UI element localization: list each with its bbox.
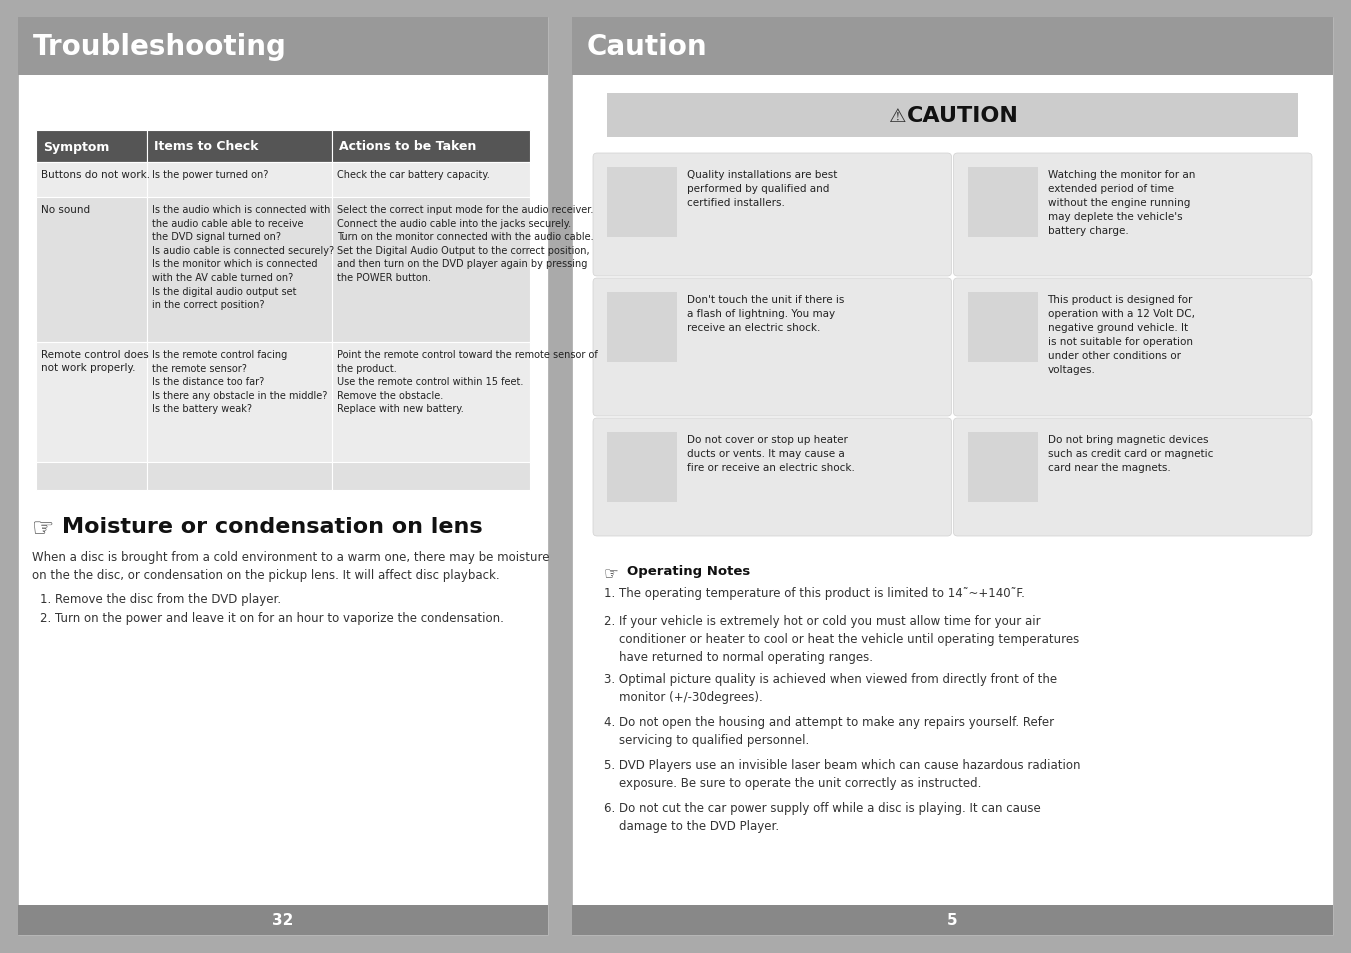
Text: 6. Do not cut the car power supply off while a disc is playing. It can cause
   : 6. Do not cut the car power supply off w… bbox=[604, 801, 1040, 832]
Bar bbox=[147, 131, 332, 163]
Text: Check the car battery capacity.: Check the car battery capacity. bbox=[338, 170, 490, 180]
Text: Moisture or condensation on lens: Moisture or condensation on lens bbox=[62, 517, 482, 537]
Bar bbox=[967, 433, 1038, 502]
Text: 1. Remove the disc from the DVD player.
2. Turn on the power and leave it on for: 1. Remove the disc from the DVD player. … bbox=[41, 593, 504, 624]
Text: 5: 5 bbox=[947, 913, 958, 927]
Text: When a disc is brought from a cold environment to a warm one, there may be moist: When a disc is brought from a cold envir… bbox=[32, 551, 550, 581]
Text: This product is designed for
operation with a 12 Volt DC,
negative ground vehicl: This product is designed for operation w… bbox=[1047, 294, 1194, 375]
Text: Is the audio which is connected with
the audio cable able to receive
the DVD sig: Is the audio which is connected with the… bbox=[153, 205, 334, 310]
Bar bbox=[332, 462, 530, 491]
Text: ☞: ☞ bbox=[604, 564, 619, 582]
Text: Items to Check: Items to Check bbox=[154, 140, 258, 153]
Bar bbox=[332, 343, 530, 462]
Bar bbox=[332, 198, 530, 343]
Bar bbox=[571, 18, 1333, 76]
Bar bbox=[36, 462, 147, 491]
FancyBboxPatch shape bbox=[593, 278, 951, 416]
Text: Do not bring magnetic devices
such as credit card or magnetic
card near the magn: Do not bring magnetic devices such as cr… bbox=[1047, 435, 1213, 473]
Text: Is the power turned on?: Is the power turned on? bbox=[153, 170, 269, 180]
Text: Select the correct input mode for the audio receiver.
Connect the audio cable in: Select the correct input mode for the au… bbox=[338, 205, 594, 283]
Bar bbox=[332, 131, 530, 163]
Text: Caution: Caution bbox=[586, 33, 708, 61]
Text: Buttons do not work.: Buttons do not work. bbox=[41, 170, 150, 180]
Bar bbox=[147, 462, 332, 491]
Bar bbox=[607, 94, 1298, 138]
Text: Symptom: Symptom bbox=[43, 140, 109, 153]
Bar bbox=[607, 168, 677, 237]
Bar bbox=[147, 198, 332, 343]
Text: Troubleshooting: Troubleshooting bbox=[32, 33, 286, 61]
Bar bbox=[147, 343, 332, 462]
Text: Point the remote control toward the remote sensor of
the product.
Use the remote: Point the remote control toward the remo… bbox=[338, 350, 598, 414]
Text: CAUTION: CAUTION bbox=[907, 106, 1019, 126]
Bar bbox=[607, 433, 677, 502]
Bar bbox=[967, 293, 1038, 363]
Bar bbox=[967, 168, 1038, 237]
Text: 5. DVD Players use an invisible laser beam which can cause hazardous radiation
 : 5. DVD Players use an invisible laser be… bbox=[604, 759, 1081, 789]
Text: Watching the monitor for an
extended period of time
without the engine running
m: Watching the monitor for an extended per… bbox=[1047, 170, 1194, 235]
Text: Remote control does
not work properly.: Remote control does not work properly. bbox=[41, 350, 149, 373]
Text: ☞: ☞ bbox=[32, 517, 54, 540]
Bar bbox=[147, 163, 332, 198]
FancyBboxPatch shape bbox=[954, 278, 1312, 416]
Text: 1. The operating temperature of this product is limited to 14˜~+140˜F.: 1. The operating temperature of this pro… bbox=[604, 586, 1025, 599]
FancyBboxPatch shape bbox=[954, 418, 1312, 537]
Bar bbox=[36, 198, 147, 343]
Text: Don't touch the unit if there is
a flash of lightning. You may
receive an electr: Don't touch the unit if there is a flash… bbox=[688, 294, 844, 333]
Bar bbox=[36, 343, 147, 462]
Bar bbox=[18, 18, 549, 76]
Text: No sound: No sound bbox=[41, 205, 91, 214]
Bar bbox=[332, 163, 530, 198]
FancyBboxPatch shape bbox=[954, 153, 1312, 276]
Bar bbox=[607, 293, 677, 363]
Bar bbox=[18, 18, 549, 935]
Text: 2. If your vehicle is extremely hot or cold you must allow time for your air
   : 2. If your vehicle is extremely hot or c… bbox=[604, 615, 1079, 664]
Text: Is the remote control facing
the remote sensor?
Is the distance too far?
Is ther: Is the remote control facing the remote … bbox=[153, 350, 327, 414]
Text: 32: 32 bbox=[273, 913, 293, 927]
FancyBboxPatch shape bbox=[593, 418, 951, 537]
Text: 4. Do not open the housing and attempt to make any repairs yourself. Refer
    s: 4. Do not open the housing and attempt t… bbox=[604, 716, 1054, 746]
Text: Do not cover or stop up heater
ducts or vents. It may cause a
fire or receive an: Do not cover or stop up heater ducts or … bbox=[688, 435, 855, 473]
Bar bbox=[571, 905, 1333, 935]
Bar bbox=[36, 131, 147, 163]
FancyBboxPatch shape bbox=[593, 153, 951, 276]
Text: Actions to be Taken: Actions to be Taken bbox=[339, 140, 477, 153]
Text: 3. Optimal picture quality is achieved when viewed from directly front of the
  : 3. Optimal picture quality is achieved w… bbox=[604, 672, 1056, 703]
Bar bbox=[36, 163, 147, 198]
Bar bbox=[18, 905, 549, 935]
Text: Quality installations are best
performed by qualified and
certified installers.: Quality installations are best performed… bbox=[688, 170, 838, 208]
Bar bbox=[571, 18, 1333, 935]
Text: ⚠: ⚠ bbox=[889, 107, 907, 126]
Text: Operating Notes: Operating Notes bbox=[627, 564, 750, 578]
